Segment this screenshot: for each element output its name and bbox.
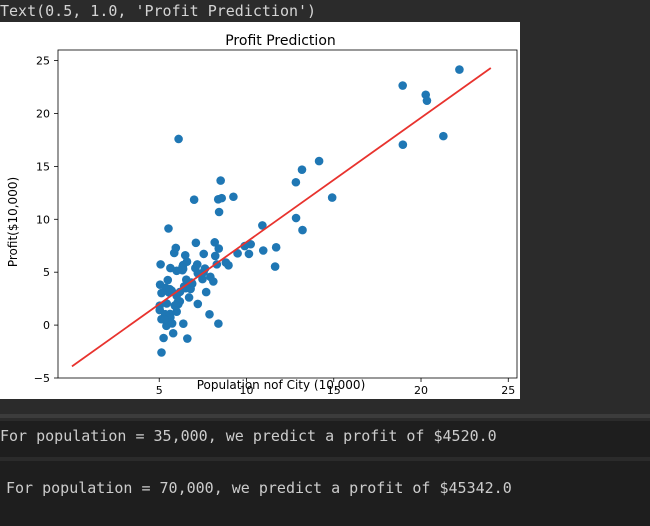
data-point [163,275,173,285]
data-point [214,319,223,328]
x-tick-label: 15 [327,384,341,397]
regression-line-group [71,67,492,368]
cell-output-text: Text(0.5, 1.0, 'Profit Prediction') [0,2,317,20]
chart-figure: Profit Prediction Population nof City (1… [0,22,520,399]
prediction-text-2: For population = 70,000, we predict a pr… [6,479,512,497]
data-point [210,251,220,261]
prediction-output-1: For population = 35,000, we predict a pr… [0,421,650,457]
data-point [172,307,181,316]
data-point [210,238,220,247]
data-point [205,310,214,319]
data-point [398,81,407,90]
data-point [156,260,165,269]
data-point [199,249,209,259]
data-point [201,287,211,297]
x-tick-label: 20 [414,384,428,397]
data-point [192,260,202,269]
regression-line [71,67,492,368]
data-point [298,225,307,235]
x-tick-label: 25 [501,384,515,397]
y-tick-label: 25 [36,55,50,68]
data-point [189,195,199,205]
data-point [327,193,337,202]
data-point [193,299,203,309]
prediction-text-1: For population = 35,000, we predict a pr… [0,427,497,445]
data-point [157,348,166,357]
prediction-output-2: For population = 70,000, we predict a pr… [0,461,650,526]
data-point [178,262,187,272]
y-tick-label: 5 [43,266,50,279]
y-axis-label: Profit($10,000) [6,177,20,267]
data-point [180,250,190,260]
x-ticks: 5 10 15 20 25 [156,378,515,397]
y-tick-label: −5 [34,372,50,385]
data-point [167,319,177,328]
data-point [291,213,301,223]
data-point [297,165,307,174]
chart-title: Profit Prediction [225,33,336,49]
data-point [183,334,192,343]
data-point [291,177,301,187]
data-point [258,221,267,230]
data-point [258,246,268,255]
data-point [160,314,169,324]
data-point [271,243,281,252]
data-point [439,131,448,141]
data-point [455,65,464,74]
data-point [174,134,183,144]
data-point [221,258,231,267]
data-point [217,193,227,203]
data-point [270,262,280,271]
data-point [165,284,175,294]
y-tick-label: 15 [36,160,50,173]
data-point [198,274,207,284]
data-point [191,238,201,248]
cell-divider [0,414,650,418]
y-tick-label: 20 [36,107,50,120]
data-point [214,207,224,217]
data-point [173,298,182,307]
data-point [168,328,178,338]
data-point [209,277,218,286]
x-axis-label: Population nof City (10,000) [197,378,366,392]
y-tick-label: 10 [36,213,50,226]
scatter-plot: Profit Prediction Population nof City (1… [6,33,518,397]
data-point [244,249,254,259]
x-tick-label: 5 [156,384,163,397]
data-point [229,192,238,202]
x-tick-label: 10 [239,384,253,397]
data-point [398,140,408,149]
y-ticks: −5 0 5 10 15 20 25 [34,55,58,385]
data-point [314,156,324,166]
data-point [216,176,225,185]
data-point [233,249,242,258]
data-point [159,333,168,343]
data-point [171,243,181,253]
data-point [164,224,173,233]
y-tick-label: 0 [43,319,50,332]
data-point [157,288,166,298]
data-point [422,96,432,105]
data-point [214,244,224,253]
data-point [184,293,194,302]
data-point [179,319,188,329]
